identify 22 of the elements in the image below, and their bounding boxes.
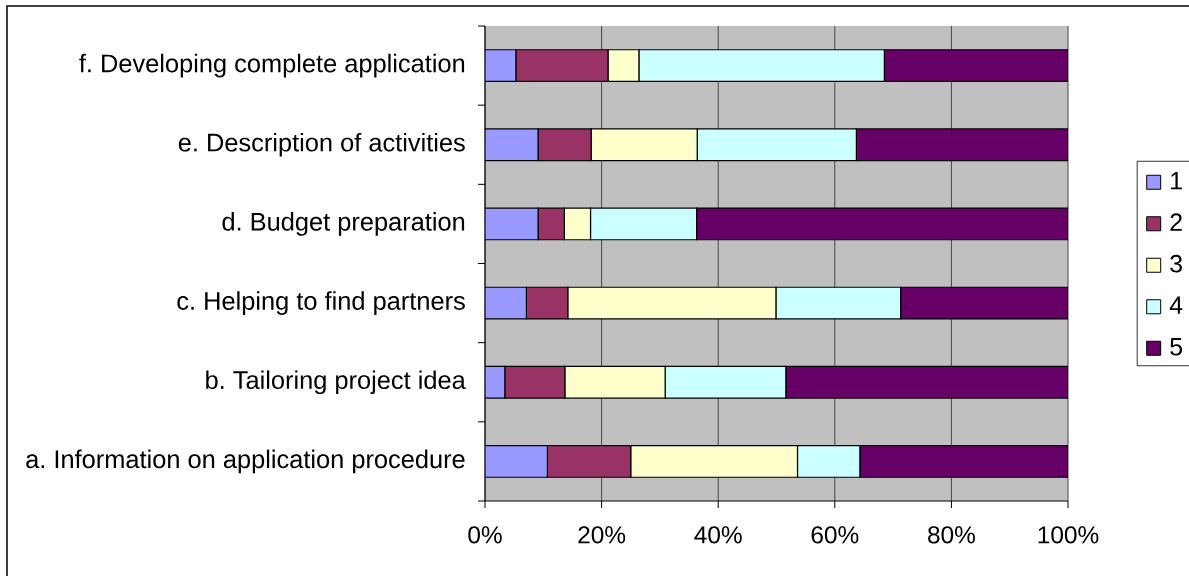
x-tick-label: 60% [811, 526, 859, 544]
bar [485, 444, 548, 478]
x-tick-label: 40% [694, 526, 742, 544]
y-tick-label: f. Developing complete application [79, 53, 465, 78]
x-tick-label: 80% [928, 526, 975, 544]
legend-label: 1 [1171, 172, 1182, 190]
bar [485, 207, 539, 241]
y-tick-label: d. Budget preparation [222, 212, 465, 236]
bar [485, 286, 527, 320]
legend-label: 2 [1170, 213, 1182, 231]
bar [485, 128, 539, 162]
legend-label: 4 [1169, 296, 1183, 314]
x-tick-label: 20% [578, 526, 626, 544]
legend-label: 3 [1170, 254, 1182, 273]
y-tick-label: b. Tailoring project idea [206, 370, 466, 395]
y-tick-label: c. Helping to find partners [177, 291, 465, 315]
x-tick-label: 0% [468, 526, 502, 544]
legend-label: 5 [1170, 338, 1183, 356]
y-tick-label: e. Description of activities [178, 132, 465, 157]
x-tick-label: 100% [1038, 526, 1099, 544]
bar [485, 49, 517, 83]
y-tick-label: a. Information on application procedure [26, 449, 465, 474]
